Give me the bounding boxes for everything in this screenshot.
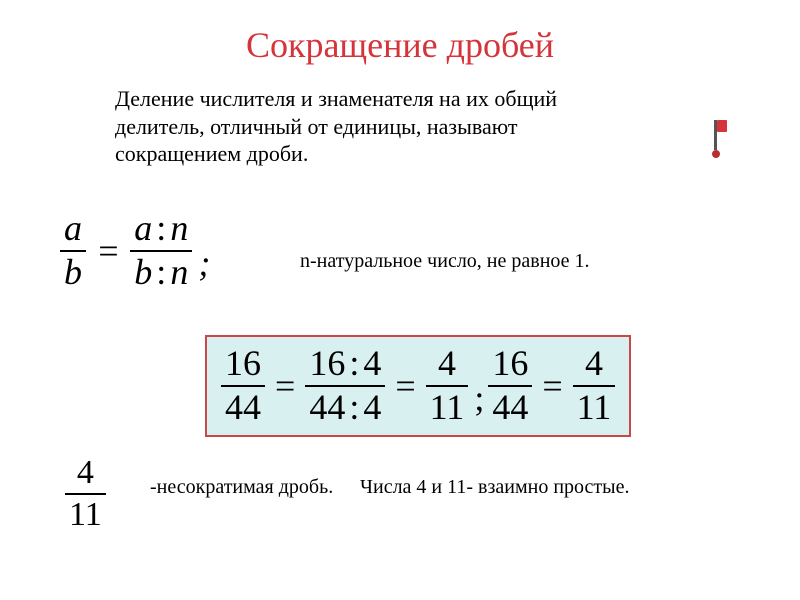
equals-sign: =: [385, 365, 425, 407]
fraction-16-44: 16 44: [221, 345, 265, 427]
fraction-4-11-irr: 4 11: [65, 455, 106, 532]
equals-sign: =: [265, 365, 305, 407]
attention-icon: [714, 120, 730, 160]
fraction-4-11: 4 11: [426, 345, 469, 427]
slide: { "title": "Сокращение дробей", "definit…: [0, 0, 800, 600]
fraction-16d4-44d4: 16:4 44:4: [305, 345, 385, 427]
general-formula: a b = a:n b:n ;: [60, 210, 214, 292]
fraction-an-over-bn: a:n b:n: [130, 210, 192, 292]
denominator: b:n: [130, 250, 192, 292]
numerator: a:n: [130, 210, 192, 250]
equals-sign: =: [532, 365, 572, 407]
definition-text: Деление числителя и знаменателя на их об…: [115, 85, 625, 168]
numerator: a: [60, 210, 86, 250]
n-condition-note: n-натуральное число, не равное 1.: [300, 250, 590, 273]
fraction-a-over-b: a b: [60, 210, 86, 292]
coprime-label: Числа 4 и 11- взаимно простые.: [360, 475, 629, 500]
fraction-4-11-b: 4 11: [573, 345, 616, 427]
irreducible-fraction: 4 11: [65, 455, 106, 532]
semicolon: ;: [192, 242, 214, 284]
example-box: 16 44 = 16:4 44:4 = 4 11 ; 16 44 = 4 11: [205, 335, 631, 437]
irreducible-label: -несократимая дробь.: [150, 475, 333, 500]
slide-title: Сокращение дробей: [0, 0, 800, 66]
semicolon: ;: [468, 377, 488, 419]
equals-sign: =: [86, 230, 130, 272]
denominator: b: [60, 250, 86, 292]
fraction-16-44-b: 16 44: [488, 345, 532, 427]
